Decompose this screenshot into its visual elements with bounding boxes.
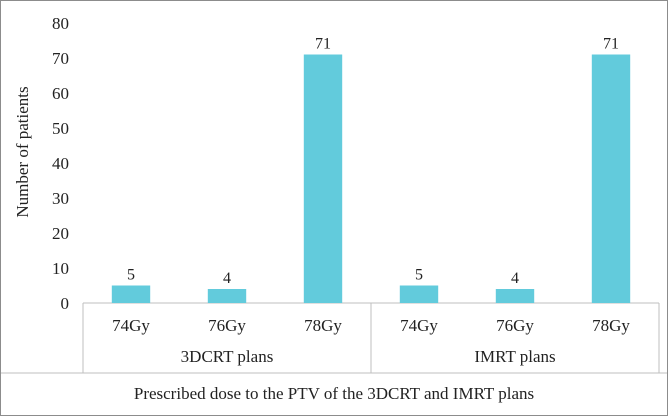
y-tick-label: 60 (52, 84, 69, 103)
y-tick-label: 20 (52, 224, 69, 243)
y-tick-label: 10 (52, 259, 69, 278)
axes (82, 302, 660, 373)
category-label: 76Gy (496, 316, 534, 335)
bar-value-label: 4 (511, 270, 519, 287)
bar-value-label: 5 (415, 267, 423, 284)
data-labels: 5 4 71 5 4 71 (127, 36, 619, 288)
bars (111, 54, 631, 303)
group-label: IMRT plans (474, 347, 555, 366)
group-label: 3DCRT plans (181, 347, 274, 366)
y-tick-label: 50 (52, 119, 69, 138)
x-axis-label: Prescribed dose to the PTV of the 3DCRT … (134, 384, 534, 403)
x-group-labels: 3DCRT plans IMRT plans (181, 347, 556, 366)
bar (111, 285, 151, 303)
y-tick-label: 30 (52, 189, 69, 208)
x-category-labels: 74Gy 76Gy 78Gy 74Gy 76Gy 78Gy (112, 316, 630, 335)
category-label: 74Gy (112, 316, 150, 335)
category-label: 76Gy (208, 316, 246, 335)
category-label: 78Gy (592, 316, 630, 335)
bar-value-label: 71 (603, 36, 619, 53)
y-tick-label: 40 (52, 154, 69, 173)
bar (399, 285, 439, 303)
bar (495, 289, 535, 303)
y-tick-labels: 0 10 20 30 40 50 60 70 80 (52, 14, 69, 313)
category-label: 74Gy (400, 316, 438, 335)
bar-value-label: 5 (127, 267, 135, 284)
bar-value-label: 71 (315, 36, 331, 53)
y-tick-label: 0 (61, 294, 70, 313)
y-tick-label: 80 (52, 14, 69, 33)
bar (303, 54, 343, 303)
bar (591, 54, 631, 303)
bar (207, 289, 247, 303)
y-axis-label: Number of patients (13, 86, 32, 217)
y-tick-label: 70 (52, 49, 69, 68)
bar-value-label: 4 (223, 270, 231, 287)
category-label: 78Gy (304, 316, 342, 335)
